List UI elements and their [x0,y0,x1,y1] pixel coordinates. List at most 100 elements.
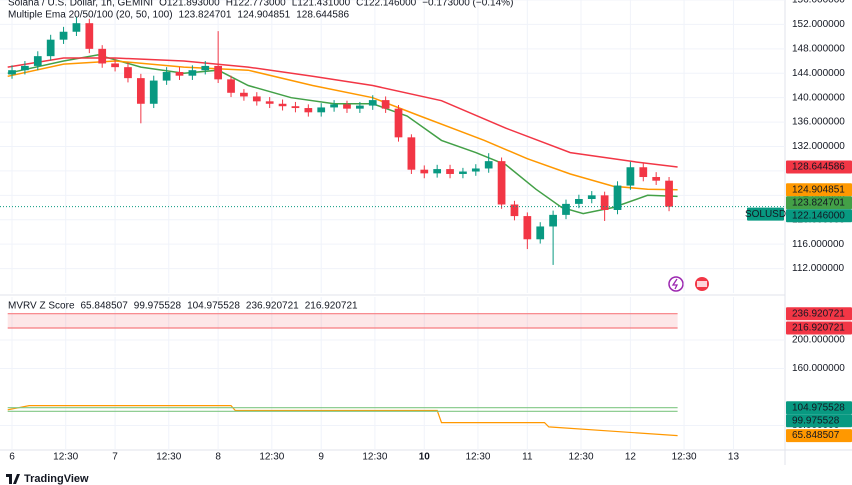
y-tick-label: 160.000000 [792,363,845,374]
legend-value: 104.975528 [187,301,240,312]
ohlc-value: −0.173000 (−0.14%) [422,0,513,9]
candle-body [407,137,416,170]
x-tick-label: 13 [728,452,740,463]
candle-body [46,39,55,57]
grid [0,0,785,450]
y-tick-label: 144.000000 [792,68,845,79]
candle-body [201,65,210,71]
candle-body [175,72,184,76]
icon[interactable] [668,276,684,292]
candle-body [188,70,197,76]
candle-body [652,177,661,181]
price-badge [786,183,852,197]
candle-body [33,56,42,66]
logo-mark [6,474,20,484]
candle-body [471,168,480,172]
x-tick-label: 12:30 [156,452,181,463]
candle-body [536,226,545,240]
candle-body [613,185,622,210]
candle-body [510,204,519,217]
price-badge [786,307,852,321]
price-badge-label: 104.975528 [792,402,845,413]
candle-body [111,63,119,68]
candle-body [433,169,442,174]
candle-body [368,100,377,106]
price-badge-label: 128.644586 [792,162,845,173]
candle-body [85,23,94,49]
price-badge-label: 216.920721 [792,323,845,334]
x-tick-label: 12:30 [53,452,78,463]
candle-body [240,92,248,97]
y-tick-label: 116.000000 [792,239,845,250]
indicator-title: Multiple Ema 20/50/100 (20, 50, 100) [8,10,173,21]
y-tick-label: 152.000000 [792,19,845,30]
icon-bolt [671,278,679,290]
candle-body [484,161,493,169]
price-badge-label: 123.824701 [792,197,845,208]
x-tick-label: 12:30 [362,452,387,463]
ohlc-value: H122.773000 [226,0,286,9]
legend-value: 124.904851 [237,10,290,21]
candle-body [394,108,403,138]
x-tick-label: 8 [215,452,221,463]
price-badge-label: 122.146000 [792,210,845,221]
y-tick-label: 200.000000 [792,335,845,346]
candle-body [446,169,454,174]
candle-body [98,48,107,64]
legend-value: 65.848507 [81,301,129,312]
legend-value: 99.975528 [134,301,182,312]
candle-body [149,80,158,104]
candle-body [420,169,429,174]
candle-body [252,96,261,102]
x-tick-label: 12:30 [672,452,697,463]
y-tick-label: 148.000000 [792,43,845,54]
x-tick-label: 12:30 [569,452,594,463]
candle-body [639,167,648,178]
brand-logo: TradingView [6,473,89,485]
price-badge-label: 124.904851 [792,184,845,195]
candle-body [8,70,16,75]
candle-body [459,171,467,174]
candle-body [330,104,338,108]
x-tick-label: 9 [318,452,324,463]
candle-body [626,167,635,186]
candle-body [162,72,171,81]
candle-body [562,203,570,215]
y-tick-label: 136.000000 [792,117,845,128]
x-tick-label: 10 [419,452,431,463]
candle-body [497,161,506,205]
price-badge [786,209,852,223]
indicator-icons[interactable] [668,276,709,292]
legend-value: 128.644586 [296,10,349,21]
x-tick-label: 7 [112,452,118,463]
price-badge [786,429,852,443]
price-badge [786,160,852,174]
candle-body [214,65,223,80]
candle-body [523,216,532,240]
ohlc-value: C122.146000 [356,0,416,9]
candle-body [381,100,390,109]
price-badge [786,414,852,428]
ohlc-value: L121.431000 [292,0,351,9]
indicator-line [7,405,678,437]
candle-body [291,106,300,109]
candle-body [355,105,364,109]
candle-body [21,65,29,71]
candle-body [265,101,274,104]
candle-body [124,67,132,79]
candle-body [549,214,557,227]
candle-body [72,23,81,32]
ema-line [7,57,678,168]
x-tick-label: 12 [625,452,637,463]
ohlc-value: O121.893000 [159,0,220,9]
chart-title: Solana / U.S. Dollar, 1h, GEMINI [8,0,153,9]
price-badge [786,196,852,210]
symbol-badge [747,207,784,221]
brand-name: TradingView [24,473,89,485]
y-tick-label: 112.000000 [792,263,845,274]
candle-body [304,108,313,113]
candle-body [278,103,287,107]
icon-flag [697,281,707,287]
price-badge-label: 236.920721 [792,308,845,319]
indicator-title: MVRV Z Score [8,301,75,312]
